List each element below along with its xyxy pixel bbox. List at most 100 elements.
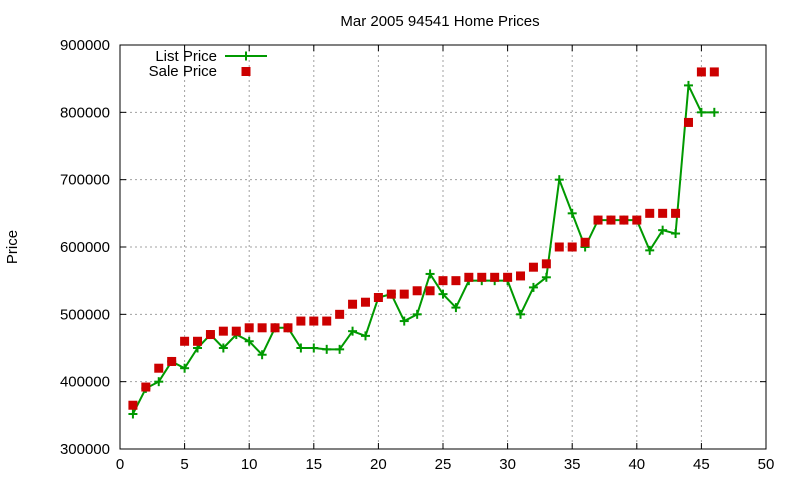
- x-tick-label: 5: [180, 456, 188, 473]
- sale-price-point: [322, 316, 332, 326]
- x-axis-ticks: 0 5 10 15 20 25 30 35 40 45 50: [116, 45, 775, 473]
- list-price-point: [128, 409, 138, 419]
- series-list-price: [128, 80, 719, 419]
- sale-price-point: [593, 215, 603, 225]
- sale-price-point: [244, 323, 254, 333]
- y-tick-label: 600000: [60, 239, 110, 256]
- legend: List Price Sale Price: [149, 48, 267, 80]
- x-tick-label: 40: [628, 456, 645, 473]
- sale-price-point: [167, 356, 177, 366]
- sale-price-point: [309, 316, 319, 326]
- y-axis-label: Price: [4, 230, 21, 264]
- legend-marker-list-price: [241, 51, 251, 61]
- sale-price-point: [671, 208, 681, 218]
- x-tick-label: 30: [499, 456, 516, 473]
- plot-frame: [119, 44, 767, 450]
- list-price-point: [516, 309, 526, 319]
- list-price-point: [399, 316, 409, 326]
- sale-price-point: [205, 330, 215, 340]
- sale-price-point: [606, 215, 616, 225]
- sale-price-point: [348, 299, 358, 309]
- sale-price-point: [141, 382, 151, 392]
- x-tick-label: 10: [241, 456, 258, 473]
- sale-price-point: [218, 326, 228, 336]
- sale-price-point: [231, 326, 241, 336]
- list-price-point: [218, 343, 228, 353]
- list-price-point: [257, 350, 267, 360]
- sale-price-point: [683, 117, 693, 127]
- list-price-point: [554, 175, 564, 185]
- list-price-point: [154, 377, 164, 387]
- sale-price-point: [696, 67, 706, 77]
- chart-title: Mar 2005 94541 Home Prices: [340, 13, 539, 30]
- list-price-point: [645, 245, 655, 255]
- list-price-point: [438, 289, 448, 299]
- sale-price-point: [645, 208, 655, 218]
- list-price-point: [412, 309, 422, 319]
- sale-price-point: [283, 323, 293, 333]
- y-tick-label: 800000: [60, 104, 110, 121]
- sale-price-point: [399, 289, 409, 299]
- list-price-point: [451, 303, 461, 313]
- sale-price-point: [154, 363, 164, 373]
- x-tick-label: 25: [435, 456, 452, 473]
- sale-price-point: [296, 316, 306, 326]
- sale-price-point: [658, 208, 668, 218]
- y-tick-label: 900000: [60, 37, 110, 54]
- y-axis-ticks: 300000 400000 500000 600000 700000 800000 9000…: [60, 37, 766, 458]
- sale-price-point: [193, 336, 203, 346]
- sale-price-point: [128, 400, 138, 410]
- x-tick-label: 0: [116, 456, 124, 473]
- list-price-point: [709, 107, 719, 117]
- grid-lines: [120, 45, 766, 449]
- sale-price-point: [541, 259, 551, 269]
- sale-price-point: [360, 297, 370, 307]
- list-price-line: [132, 84, 715, 415]
- sale-price-point: [270, 323, 280, 333]
- list-price-point: [671, 229, 681, 239]
- list-price-point: [528, 282, 538, 292]
- y-tick-label: 500000: [60, 306, 110, 323]
- list-price-point: [658, 225, 668, 235]
- sale-price-point: [490, 272, 500, 282]
- legend-label-list-price: List Price: [155, 48, 217, 65]
- series-sale-price: [128, 67, 719, 410]
- series-layer: [128, 67, 719, 419]
- x-tick-label: 45: [693, 456, 710, 473]
- sale-price-point: [503, 272, 513, 282]
- sale-price-point: [373, 293, 383, 302]
- y-tick-label: 700000: [60, 172, 110, 189]
- list-price-point: [567, 208, 577, 218]
- x-tick-label: 20: [370, 456, 387, 473]
- sale-price-point: [567, 242, 577, 252]
- list-price-point: [244, 336, 254, 346]
- sale-price-point: [180, 336, 190, 346]
- sale-price-point: [425, 286, 435, 296]
- legend-label-sale-price: Sale Price: [149, 63, 217, 80]
- list-price-point: [322, 344, 332, 354]
- sale-price-point: [451, 276, 461, 286]
- x-tick-label: 35: [564, 456, 581, 473]
- sale-price-point: [386, 289, 396, 299]
- sale-price-point: [619, 215, 629, 225]
- list-price-point: [541, 272, 551, 282]
- sale-price-point: [464, 272, 474, 282]
- sale-price-point: [528, 262, 538, 272]
- x-tick-label: 15: [305, 456, 322, 473]
- list-price-point: [296, 343, 306, 353]
- sale-price-point: [412, 286, 422, 296]
- sale-price-point: [580, 237, 590, 247]
- sale-price-point: [709, 67, 719, 77]
- sale-price-point: [438, 276, 448, 286]
- y-tick-label: 300000: [60, 441, 110, 458]
- list-price-point: [180, 363, 190, 373]
- x-tick-label: 50: [758, 456, 775, 473]
- list-price-point: [696, 107, 706, 117]
- list-price-point: [360, 331, 370, 341]
- list-price-point: [683, 80, 693, 90]
- sale-price-point: [632, 215, 642, 225]
- sale-price-point: [477, 272, 487, 282]
- list-price-point: [348, 326, 358, 336]
- sale-price-point: [516, 271, 526, 281]
